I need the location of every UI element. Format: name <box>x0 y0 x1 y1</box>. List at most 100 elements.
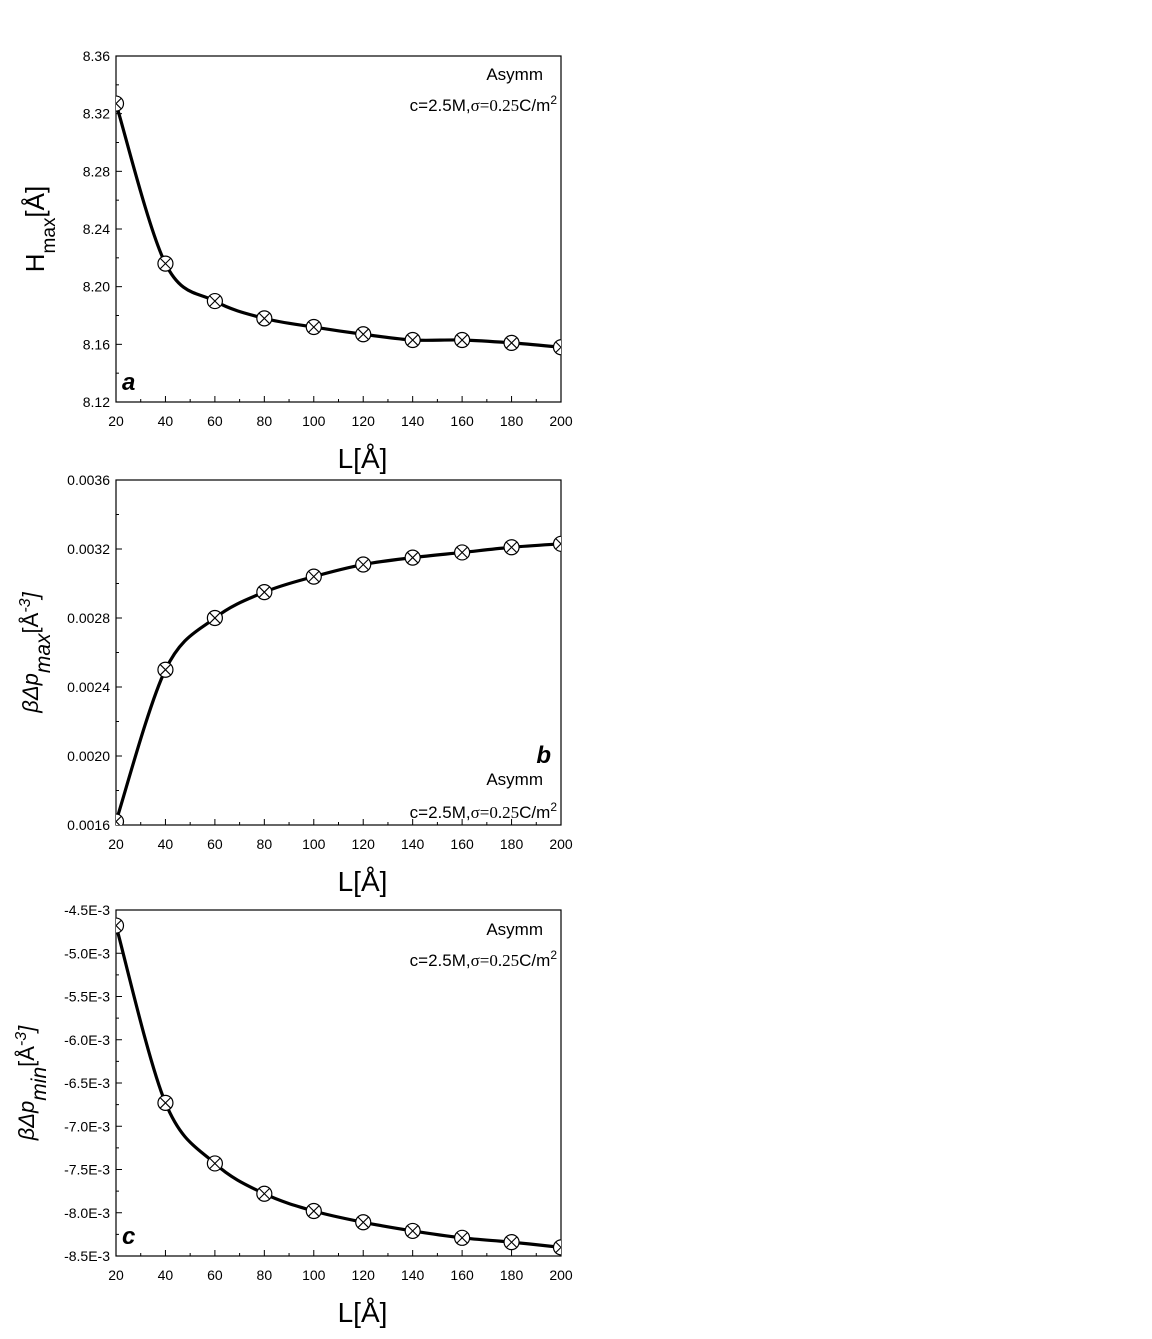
y-tick-label: -8.5E-3 <box>64 1248 110 1264</box>
data-point <box>206 292 223 310</box>
data-point <box>116 917 125 934</box>
x-tick-label: 200 <box>549 413 573 429</box>
data-point <box>305 318 322 336</box>
x-axis-title: L[Å] <box>338 443 388 474</box>
panel-letter: a <box>122 369 135 396</box>
y-tick-label: -5.0E-3 <box>64 945 110 961</box>
data-point <box>116 813 125 825</box>
data-point <box>256 1185 273 1202</box>
x-tick-label: 120 <box>352 1267 376 1283</box>
x-tick-label: 20 <box>108 1267 124 1283</box>
x-tick-label: 200 <box>549 836 573 852</box>
y-tick-label: 0.0020 <box>67 748 110 764</box>
y-tick-label: -6.0E-3 <box>64 1032 110 1048</box>
y-tick-label: -7.0E-3 <box>64 1118 110 1134</box>
legend-title: Asymm <box>486 770 543 789</box>
x-tick-label: 180 <box>500 836 524 852</box>
x-tick-label: 20 <box>108 413 124 429</box>
y-tick-label: 8.12 <box>83 394 110 410</box>
x-tick-label: 40 <box>158 1267 174 1283</box>
data-point <box>256 584 273 601</box>
y-axis-title: βΔpmin[Å-3] <box>13 1025 51 1141</box>
data-point <box>355 556 372 573</box>
y-tick-label: -8.0E-3 <box>64 1205 110 1221</box>
data-point <box>404 331 421 349</box>
data-point <box>454 544 471 561</box>
data-point <box>454 1229 471 1246</box>
x-tick-label: 200 <box>549 1267 573 1283</box>
data-point <box>206 1155 223 1172</box>
x-tick-label: 80 <box>257 413 273 429</box>
x-axis-title: L[Å] <box>338 1297 388 1328</box>
x-tick-label: 100 <box>302 836 326 852</box>
data-point <box>305 568 322 585</box>
x-tick-label: 100 <box>302 413 326 429</box>
data-point <box>503 334 520 351</box>
x-tick-label: 140 <box>401 836 425 852</box>
y-tick-label: 0.0016 <box>67 817 110 833</box>
y-tick-label: 0.0036 <box>67 472 110 488</box>
chart-panel-a: 20 40 60 80 100 120 140 160 180 200 8.12 8.16 8.20 8.… <box>20 48 573 474</box>
series-group <box>116 535 561 825</box>
data-point <box>503 539 520 556</box>
series-group <box>116 917 561 1256</box>
legend-condition: c=2.5M,σ=0.25C/m2 <box>410 800 558 822</box>
data-point <box>552 535 561 552</box>
data-point <box>157 661 174 678</box>
x-tick-label: 80 <box>257 1267 273 1283</box>
data-point <box>157 255 174 272</box>
y-axis-title: βΔpmax[Å-3] <box>17 591 55 713</box>
x-tick-label: 140 <box>401 1267 425 1283</box>
legend-condition: c=2.5M,σ=0.25C/m2 <box>410 948 558 970</box>
x-tick-label: 60 <box>207 413 223 429</box>
y-axis-title: Hmax[Å] <box>20 186 60 272</box>
chart-panel-c: 20 40 60 80 100 120 140 160 180 200 -8.5E-3 -8.0E-3… <box>13 902 573 1328</box>
y-tick-label: 8.20 <box>83 279 110 295</box>
legend-title: Asymm <box>486 920 543 939</box>
series-line <box>116 925 561 1249</box>
legend: Asymm c=2.5M,σ=0.25C/m2 <box>410 920 558 970</box>
legend-title: Asymm <box>486 65 543 84</box>
data-point <box>157 1094 174 1111</box>
chart-panel-b: 20 40 60 80 100 120 140 160 180 200 0.0016 0.0020 0.… <box>17 472 573 897</box>
x-tick-label: 120 <box>352 836 376 852</box>
x-tick-label: 120 <box>352 413 376 429</box>
y-tick-label: -7.5E-3 <box>64 1162 110 1178</box>
x-tick-label: 180 <box>500 413 524 429</box>
legend-condition: c=2.5M,σ=0.25C/m2 <box>410 93 558 115</box>
x-tick-label: 100 <box>302 1267 326 1283</box>
data-point <box>355 326 372 343</box>
panel-letter: c <box>122 1223 135 1250</box>
y-tick-label: 0.0024 <box>67 679 110 695</box>
data-point <box>116 95 125 112</box>
y-tick-label: -5.5E-3 <box>64 989 110 1005</box>
panel-letter: b <box>536 742 551 769</box>
y-tick-label: 8.28 <box>83 163 110 179</box>
data-point <box>404 549 421 566</box>
x-tick-label: 180 <box>500 1267 524 1283</box>
x-tick-label: 40 <box>158 836 174 852</box>
data-point <box>552 339 561 356</box>
data-point <box>206 609 223 627</box>
y-tick-label: -6.5E-3 <box>64 1075 110 1091</box>
y-tick-label: 8.36 <box>83 48 110 64</box>
data-point <box>454 331 471 349</box>
data-point <box>552 1239 561 1256</box>
y-tick-label: 0.0032 <box>67 541 110 557</box>
x-tick-label: 160 <box>450 1267 474 1283</box>
y-tick-label: 8.24 <box>83 221 110 237</box>
x-tick-label: 80 <box>257 836 273 852</box>
x-tick-label: 20 <box>108 836 124 852</box>
legend: Asymm c=2.5M,σ=0.25C/m2 <box>410 65 558 115</box>
x-tick-label: 160 <box>450 836 474 852</box>
x-tick-label: 160 <box>450 413 474 429</box>
x-tick-label: 140 <box>401 413 425 429</box>
y-tick-label: 8.16 <box>83 336 110 352</box>
series-group <box>116 95 561 356</box>
y-tick-label: 0.0028 <box>67 610 110 626</box>
x-tick-label: 40 <box>158 413 174 429</box>
y-tick-label: -4.5E-3 <box>64 902 110 918</box>
data-point <box>256 310 273 327</box>
x-tick-label: 60 <box>207 1267 223 1283</box>
